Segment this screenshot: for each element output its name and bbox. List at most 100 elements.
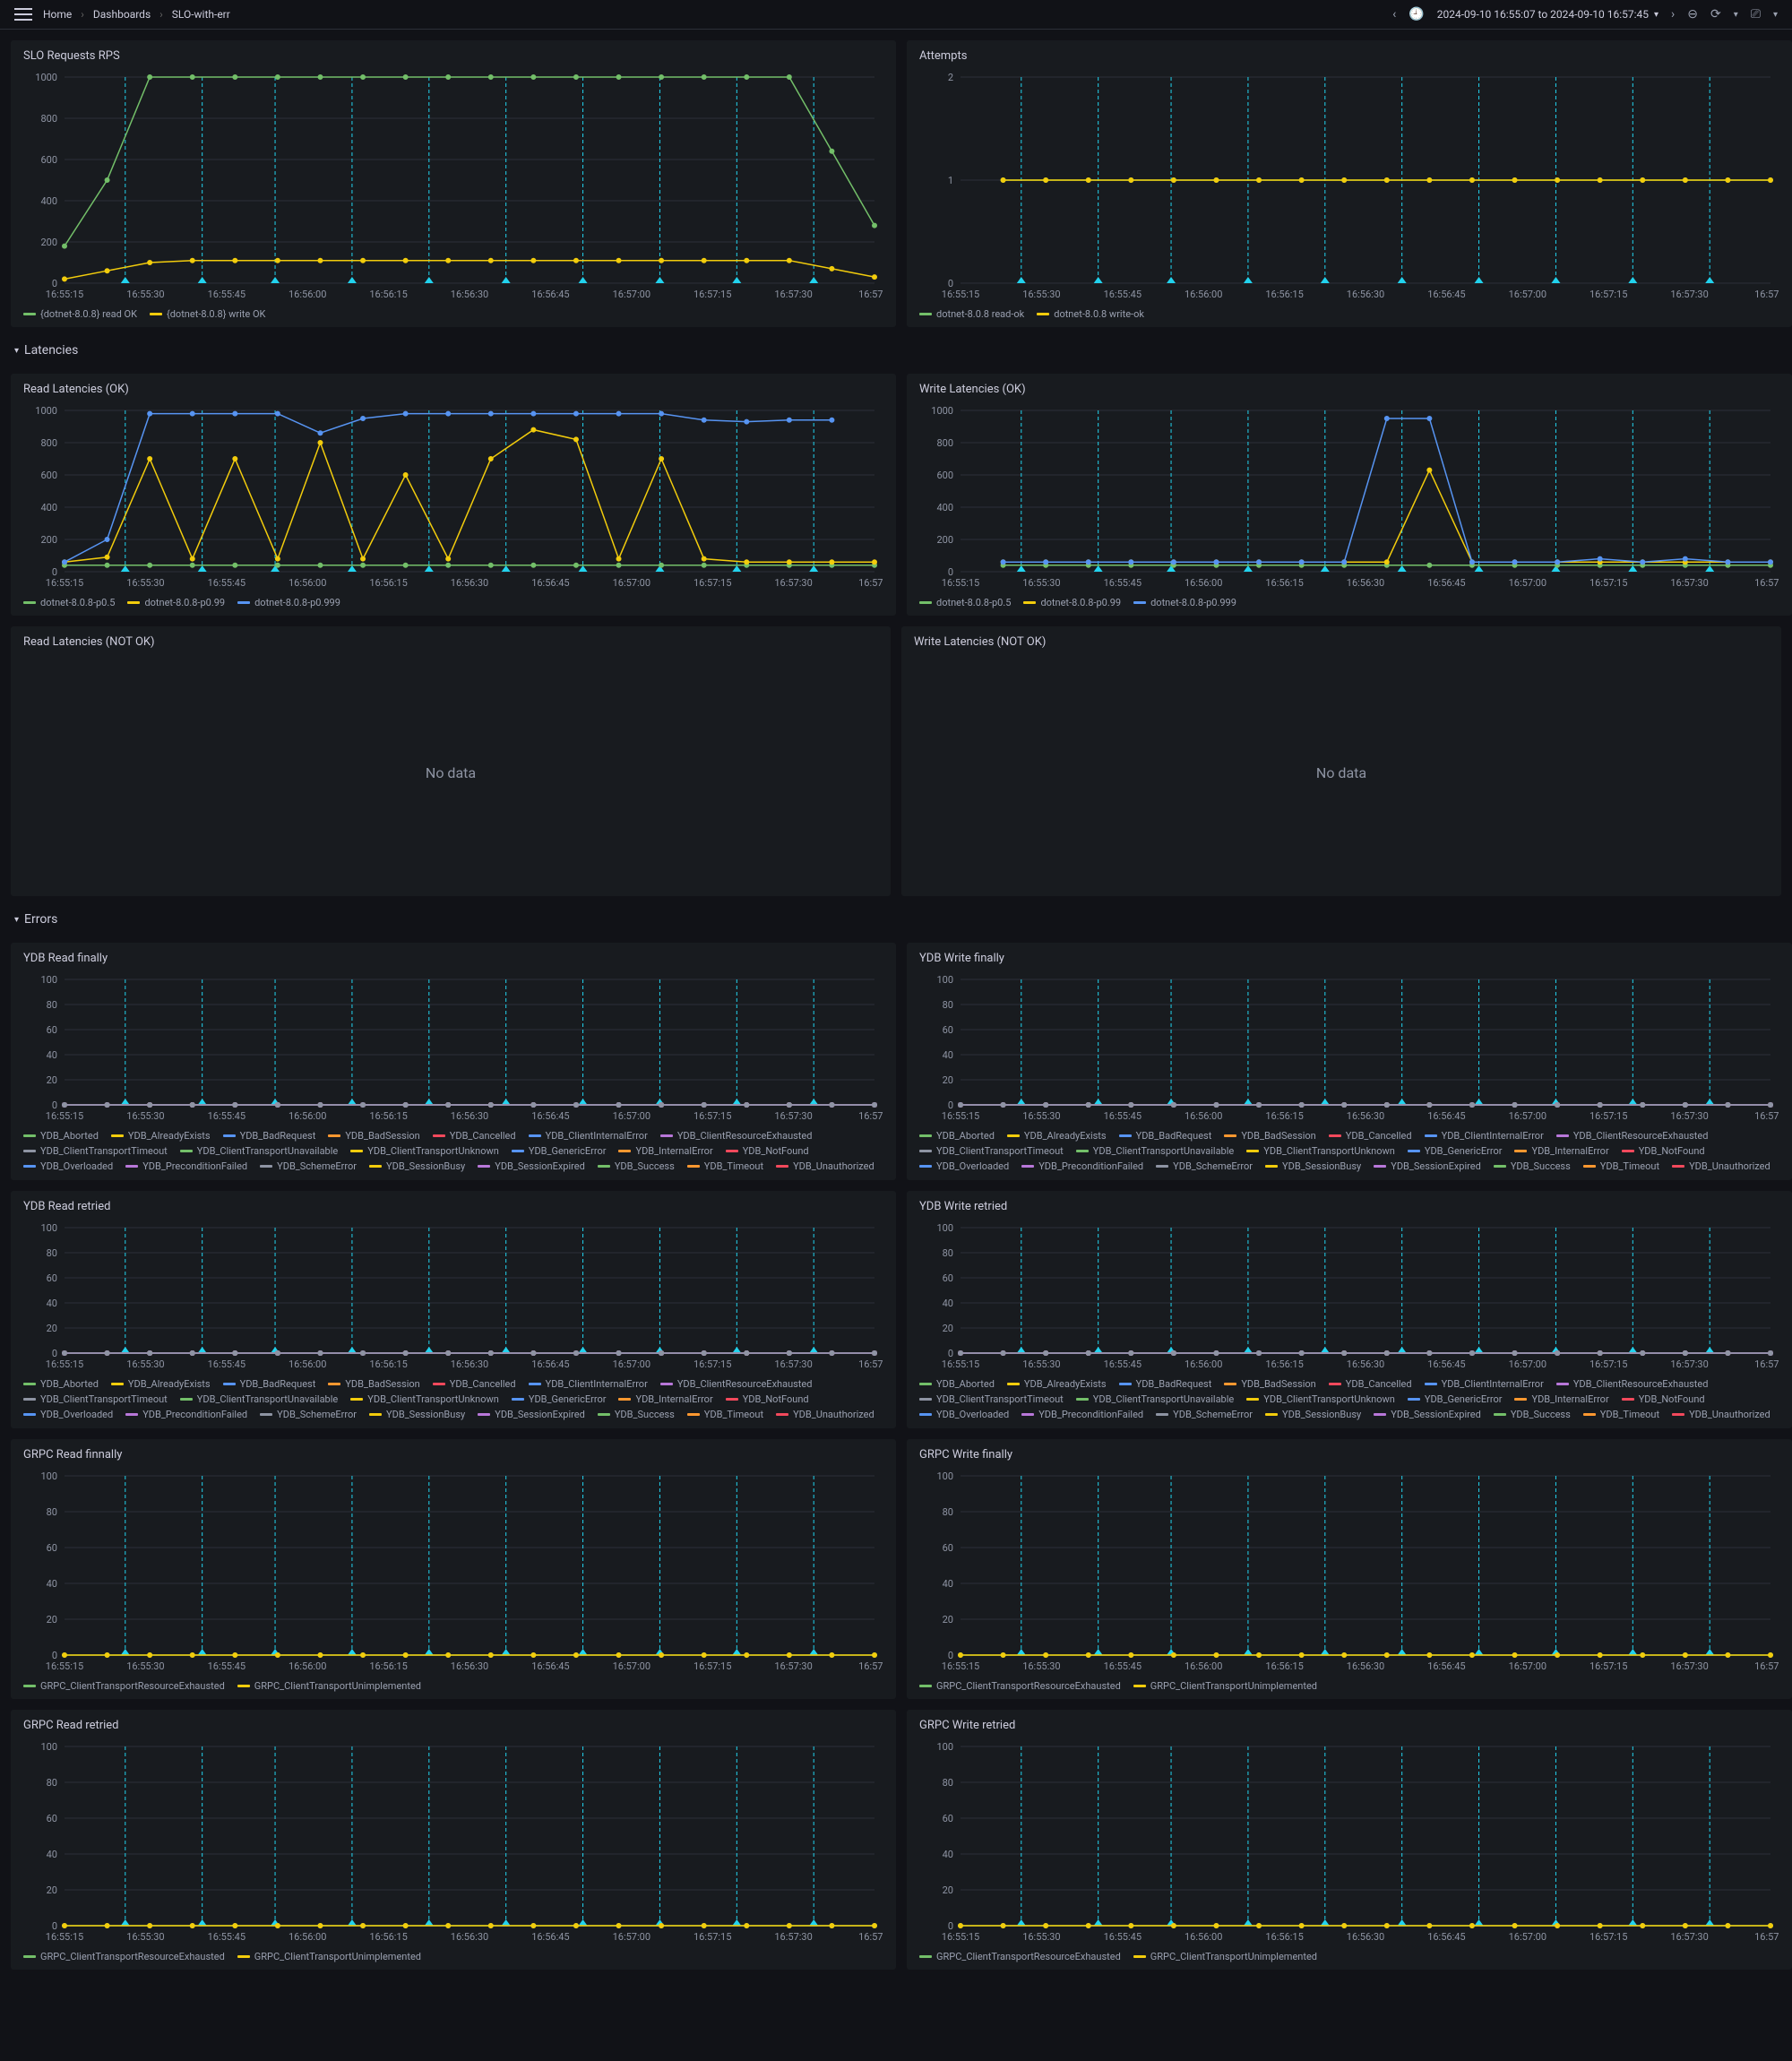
legend-item[interactable]: YDB_InternalError — [618, 1393, 712, 1405]
legend-item[interactable]: YDB_Success — [598, 1160, 675, 1172]
legend-item[interactable]: GRPC_ClientTransportUnimplemented — [237, 1951, 421, 1962]
legend-item[interactable]: GRPC_ClientTransportResourceExhausted — [919, 1951, 1121, 1962]
legend-item[interactable]: YDB_ClientTransportUnknown — [1246, 1393, 1395, 1405]
legend-item[interactable]: dotnet-8.0.8-p0.5 — [919, 597, 1011, 608]
panel-title[interactable]: GRPC Write finally — [919, 1448, 1779, 1462]
panel-title[interactable]: YDB Write retried — [919, 1200, 1779, 1213]
legend-item[interactable]: YDB_Aborted — [919, 1130, 995, 1142]
breadcrumb-dashboards[interactable]: Dashboards — [93, 8, 151, 21]
legend-item[interactable]: YDB_ClientResourceExhausted — [1556, 1378, 1709, 1390]
legend-item[interactable]: YDB_ClientResourceExhausted — [660, 1130, 813, 1142]
legend-item[interactable]: {dotnet-8.0.8} write OK — [150, 308, 265, 320]
refresh-dropdown-icon[interactable]: ▾ — [1734, 10, 1738, 20]
legend-item[interactable]: YDB_Timeout — [1583, 1409, 1659, 1420]
legend-item[interactable]: YDB_Aborted — [23, 1378, 99, 1390]
legend-item[interactable]: dotnet-8.0.8-p0.99 — [1023, 597, 1121, 608]
panel-title[interactable]: YDB Read retried — [23, 1200, 883, 1213]
legend-item[interactable]: YDB_ClientTransportUnknown — [350, 1393, 499, 1405]
legend-item[interactable]: YDB_PreconditionFailed — [125, 1160, 247, 1172]
legend-item[interactable]: YDB_Overloaded — [919, 1409, 1009, 1420]
legend-item[interactable]: GRPC_ClientTransportResourceExhausted — [23, 1680, 225, 1692]
breadcrumb-home[interactable]: Home — [43, 8, 72, 21]
legend-item[interactable]: YDB_Success — [1494, 1160, 1571, 1172]
panel-title[interactable]: SLO Requests RPS — [23, 49, 883, 63]
legend-item[interactable]: YDB_SessionExpired — [1374, 1160, 1481, 1172]
legend-item[interactable]: YDB_ClientTransportUnknown — [350, 1145, 499, 1157]
legend-item[interactable]: YDB_PreconditionFailed — [1021, 1409, 1143, 1420]
legend-item[interactable]: YDB_AlreadyExists — [111, 1378, 211, 1390]
legend-item[interactable]: YDB_Unauthorized — [776, 1409, 874, 1420]
section-errors[interactable]: ▾Errors — [11, 907, 1781, 932]
legend-item[interactable]: YDB_Overloaded — [23, 1409, 113, 1420]
legend-item[interactable]: YDB_Cancelled — [433, 1378, 516, 1390]
legend-item[interactable]: YDB_ClientTransportUnknown — [1246, 1145, 1395, 1157]
legend-item[interactable]: YDB_SessionBusy — [1265, 1409, 1361, 1420]
panel-title[interactable]: YDB Write finally — [919, 952, 1779, 965]
legend-item[interactable]: YDB_ClientInternalError — [1425, 1378, 1544, 1390]
legend-item[interactable]: YDB_Unauthorized — [1672, 1160, 1770, 1172]
panel-title[interactable]: GRPC Write retried — [919, 1719, 1779, 1732]
legend-item[interactable]: YDB_GenericError — [512, 1145, 607, 1157]
panel-title[interactable]: Write Latencies (NOT OK) — [914, 635, 1769, 649]
legend-item[interactable]: YDB_NotFound — [1622, 1393, 1705, 1405]
legend-item[interactable]: dotnet-8.0.8-p0.99 — [127, 597, 225, 608]
legend-item[interactable]: YDB_ClientResourceExhausted — [1556, 1130, 1709, 1142]
legend-item[interactable]: dotnet-8.0.8-p0.999 — [237, 597, 340, 608]
legend-item[interactable]: YDB_ClientTransportUnavailable — [1076, 1393, 1234, 1405]
legend-item[interactable]: YDB_ClientTransportTimeout — [23, 1393, 168, 1405]
legend-item[interactable]: YDB_Aborted — [919, 1378, 995, 1390]
legend-item[interactable]: YDB_NotFound — [1622, 1145, 1705, 1157]
menu-icon[interactable] — [14, 8, 32, 21]
zoom-out-icon[interactable]: ⊖ — [1687, 7, 1698, 22]
panel-title[interactable]: Read Latencies (OK) — [23, 383, 883, 396]
legend-item[interactable]: YDB_Cancelled — [1329, 1130, 1412, 1142]
legend-item[interactable]: YDB_SessionExpired — [1374, 1409, 1481, 1420]
legend-item[interactable]: YDB_AlreadyExists — [1007, 1378, 1107, 1390]
legend-item[interactable]: YDB_Timeout — [687, 1160, 763, 1172]
legend-item[interactable]: YDB_ClientTransportUnavailable — [1076, 1145, 1234, 1157]
panel-title[interactable]: GRPC Read retried — [23, 1719, 883, 1732]
legend-item[interactable]: YDB_InternalError — [1514, 1145, 1608, 1157]
legend-item[interactable]: dotnet-8.0.8 read-ok — [919, 308, 1024, 320]
panel-dropdown-icon[interactable]: ▾ — [1773, 10, 1778, 20]
legend-item[interactable]: YDB_BadSession — [328, 1378, 419, 1390]
legend-item[interactable]: dotnet-8.0.8 write-ok — [1037, 308, 1144, 320]
legend-item[interactable]: YDB_ClientTransportUnavailable — [180, 1145, 338, 1157]
legend-item[interactable]: GRPC_ClientTransportResourceExhausted — [919, 1680, 1121, 1692]
legend-item[interactable]: YDB_Unauthorized — [776, 1160, 874, 1172]
legend-item[interactable]: YDB_ClientTransportTimeout — [23, 1145, 168, 1157]
legend-item[interactable]: YDB_ClientTransportTimeout — [919, 1393, 1064, 1405]
legend-item[interactable]: YDB_BadRequest — [1119, 1130, 1212, 1142]
legend-item[interactable]: YDB_ClientTransportTimeout — [919, 1145, 1064, 1157]
panel-title[interactable]: Attempts — [919, 49, 1779, 63]
section-latencies[interactable]: ▾Latencies — [11, 338, 1781, 363]
panel-title[interactable]: YDB Read finally — [23, 952, 883, 965]
refresh-icon[interactable]: ⟳ — [1710, 7, 1721, 22]
legend-item[interactable]: YDB_GenericError — [1408, 1145, 1503, 1157]
legend-item[interactable]: GRPC_ClientTransportUnimplemented — [1133, 1951, 1317, 1962]
time-range-picker[interactable]: 2024-09-10 16:55:07 to 2024-09-10 16:57:… — [1437, 8, 1658, 21]
panel-title[interactable]: GRPC Read finnally — [23, 1448, 883, 1462]
legend-item[interactable]: YDB_Timeout — [1583, 1160, 1659, 1172]
legend-item[interactable]: YDB_NotFound — [726, 1393, 809, 1405]
legend-item[interactable]: YDB_SessionBusy — [369, 1160, 465, 1172]
legend-item[interactable]: GRPC_ClientTransportUnimplemented — [237, 1680, 421, 1692]
legend-item[interactable]: YDB_InternalError — [618, 1145, 712, 1157]
legend-item[interactable]: YDB_GenericError — [1408, 1393, 1503, 1405]
legend-item[interactable]: YDB_Cancelled — [433, 1130, 516, 1142]
legend-item[interactable]: YDB_BadRequest — [223, 1378, 316, 1390]
legend-item[interactable]: {dotnet-8.0.8} read OK — [23, 308, 137, 320]
legend-item[interactable]: YDB_AlreadyExists — [1007, 1130, 1107, 1142]
legend-item[interactable]: YDB_NotFound — [726, 1145, 809, 1157]
legend-item[interactable]: GRPC_ClientTransportUnimplemented — [1133, 1680, 1317, 1692]
legend-item[interactable]: YDB_BadSession — [328, 1130, 419, 1142]
legend-item[interactable]: YDB_GenericError — [512, 1393, 607, 1405]
legend-item[interactable]: YDB_PreconditionFailed — [125, 1409, 247, 1420]
legend-item[interactable]: YDB_Success — [1494, 1409, 1571, 1420]
legend-item[interactable]: YDB_BadSession — [1224, 1378, 1315, 1390]
legend-item[interactable]: YDB_SessionExpired — [478, 1409, 585, 1420]
legend-item[interactable]: YDB_ClientInternalError — [1425, 1130, 1544, 1142]
legend-item[interactable]: YDB_ClientTransportUnavailable — [180, 1393, 338, 1405]
legend-item[interactable]: YDB_SessionBusy — [1265, 1160, 1361, 1172]
legend-item[interactable]: YDB_Success — [598, 1409, 675, 1420]
